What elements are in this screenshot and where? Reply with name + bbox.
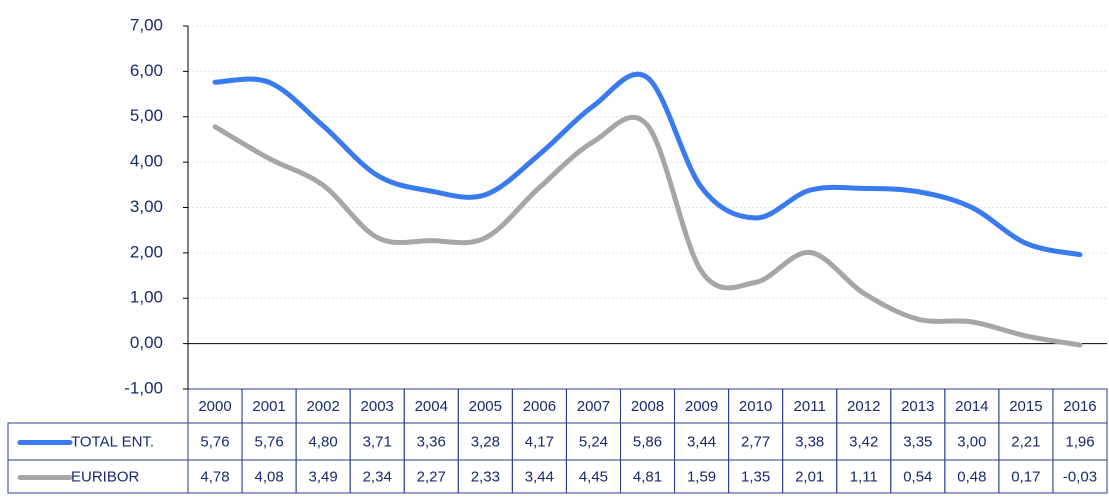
y-tick-label: 3,00: [130, 197, 163, 216]
value-label: 3,71: [363, 433, 392, 450]
x-tick-label: 2004: [415, 398, 448, 415]
x-tick-label: 2005: [469, 398, 502, 415]
value-label: 3,42: [849, 433, 878, 450]
value-label: 2,34: [363, 468, 392, 485]
x-tick-label: 2008: [631, 398, 664, 415]
value-label: 1,96: [1065, 433, 1094, 450]
legend-label: EURIBOR: [71, 468, 140, 485]
y-tick-label: 0,00: [130, 333, 163, 352]
x-tick-label: 2015: [1009, 398, 1042, 415]
value-label: 3,28: [471, 433, 500, 450]
y-tick-label: -1,00: [124, 378, 163, 397]
value-label: 0,48: [957, 468, 986, 485]
value-label: 5,86: [633, 433, 662, 450]
y-tick-label: 2,00: [130, 242, 163, 261]
value-label: 5,76: [254, 433, 283, 450]
x-tick-label: 2016: [1063, 398, 1096, 415]
x-tick-label: 2014: [955, 398, 988, 415]
value-label: 0,17: [1011, 468, 1040, 485]
value-label: 5,24: [579, 433, 608, 450]
value-label: 3,35: [903, 433, 932, 450]
y-tick-label: 6,00: [130, 61, 163, 80]
y-tick-label: 7,00: [130, 15, 163, 34]
value-label: 3,00: [957, 433, 986, 450]
value-label: 3,36: [417, 433, 446, 450]
x-tick-label: 2006: [523, 398, 556, 415]
x-tick-label: 2009: [685, 398, 718, 415]
value-label: 1,35: [741, 468, 770, 485]
value-label: 4,17: [525, 433, 554, 450]
x-tick-label: 2011: [794, 398, 826, 415]
series-line: [212, 114, 1083, 348]
y-tick-label: 4,00: [130, 152, 163, 171]
value-label: 2,77: [741, 433, 770, 450]
value-label: 1,59: [687, 468, 716, 485]
x-tick-label: 2003: [361, 398, 394, 415]
value-label: 3,49: [309, 468, 338, 485]
series-line: [212, 71, 1083, 258]
y-tick-label: 5,00: [130, 106, 163, 125]
legend-label: TOTAL ENT.: [71, 433, 154, 450]
value-label: 1,11: [850, 468, 878, 485]
value-label: 5,76: [200, 433, 229, 450]
value-label: 2,01: [795, 468, 824, 485]
y-tick-label: 1,00: [130, 288, 163, 307]
value-label: 3,44: [687, 433, 716, 450]
value-label: 4,78: [200, 468, 229, 485]
value-label: 3,44: [525, 468, 554, 485]
value-label: 3,38: [795, 433, 824, 450]
x-tick-label: 2012: [847, 398, 880, 415]
value-label: -0,03: [1063, 468, 1097, 485]
x-tick-label: 2010: [739, 398, 772, 415]
x-tick-label: 2001: [252, 398, 285, 415]
x-tick-label: 2000: [198, 398, 231, 415]
value-label: 4,80: [309, 433, 338, 450]
value-label: 0,54: [903, 468, 932, 485]
value-label: 4,45: [579, 468, 608, 485]
value-label: 4,81: [633, 468, 662, 485]
value-label: 2,27: [417, 468, 446, 485]
value-label: 2,21: [1011, 433, 1040, 450]
table-cell: [1052, 459, 1108, 494]
value-label: 2,33: [471, 468, 500, 485]
x-tick-label: 2013: [901, 398, 934, 415]
x-tick-label: 2007: [577, 398, 610, 415]
value-label: 4,08: [254, 468, 283, 485]
x-tick-label: 2002: [306, 398, 339, 415]
